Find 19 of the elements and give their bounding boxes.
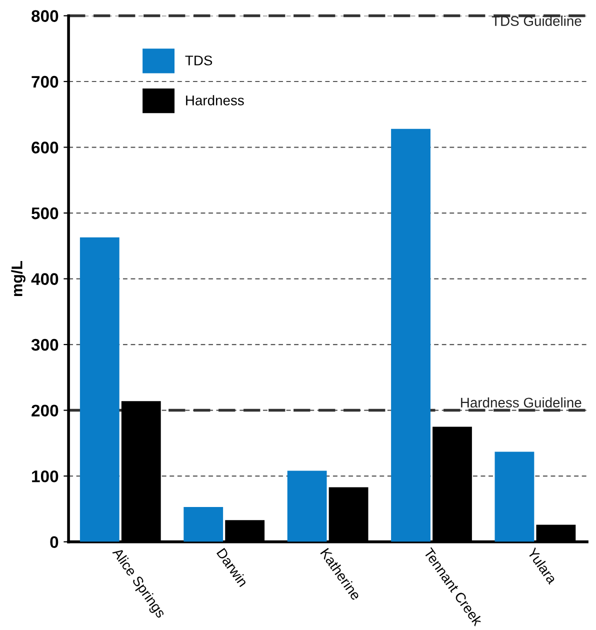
y-axis-title: mg/L: [11, 260, 26, 296]
y-tick-label: 300: [31, 338, 58, 351]
y-tick-label: 400: [31, 273, 58, 285]
bar: [184, 506, 224, 542]
y-tick-label: 0: [50, 536, 58, 548]
y-tick-label: 800: [32, 10, 58, 22]
y-tick-label: 200: [32, 404, 58, 416]
bar: [287, 470, 327, 542]
y-tick-label: 500: [32, 207, 58, 220]
bar: [391, 128, 430, 542]
ref-line-label: Hardness Guideline: [461, 397, 582, 408]
y-tick-label: 600: [32, 142, 58, 154]
y-tick-label: 700: [32, 76, 58, 88]
bar: [494, 452, 534, 542]
legend-label: Hardness: [186, 95, 244, 106]
y-tick-label: 100: [32, 470, 58, 482]
ref-line-label: TDS Guideline: [492, 16, 582, 26]
bar: [80, 237, 120, 542]
legend-label: TDS: [185, 56, 212, 66]
